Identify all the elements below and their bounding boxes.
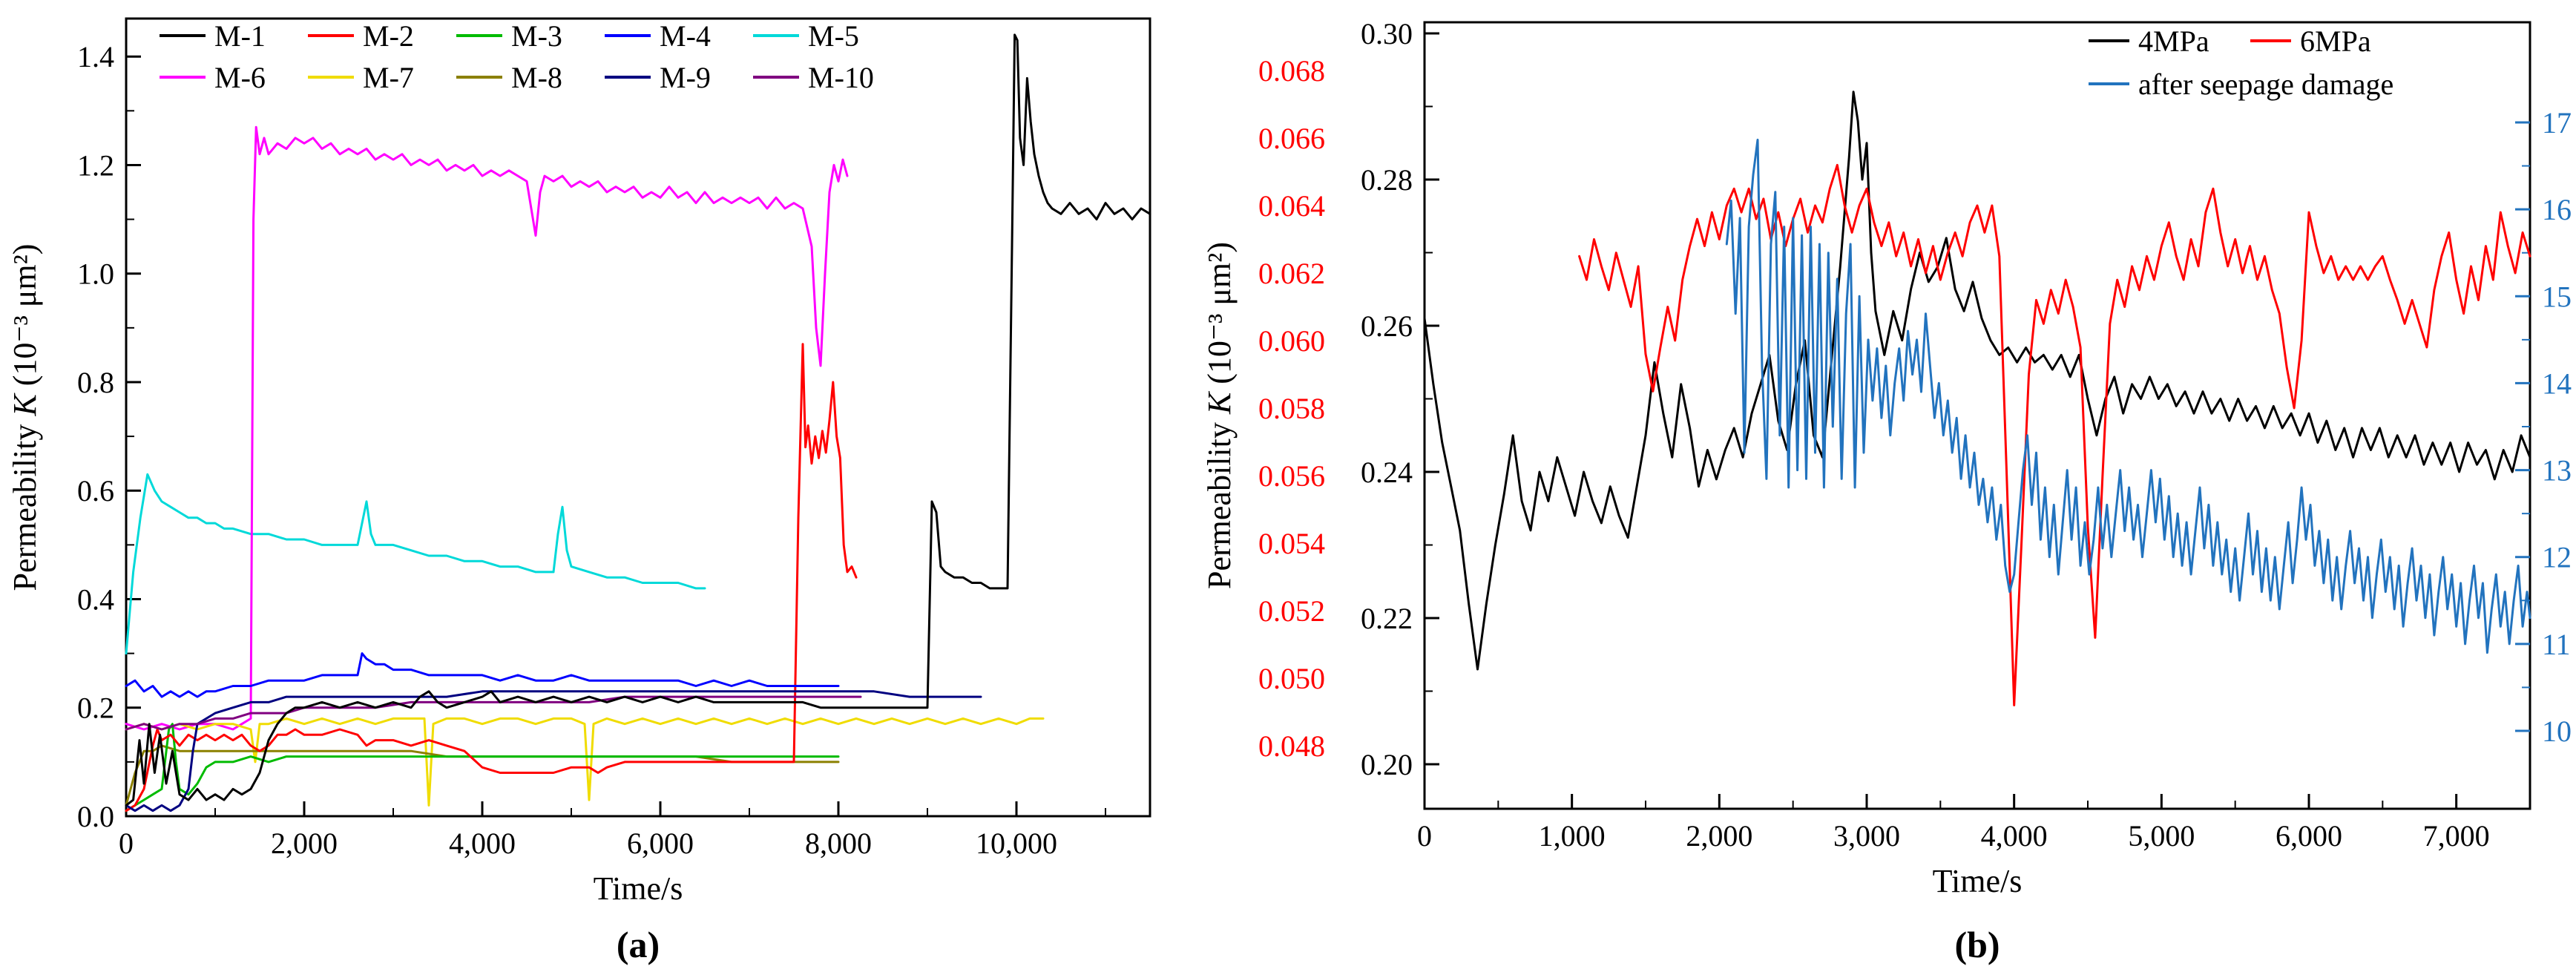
y-tick-label: 0.0 bbox=[77, 800, 114, 833]
panel-b-caption: (b) bbox=[1954, 924, 2000, 965]
y-tick-label: 0.066 bbox=[1258, 122, 1325, 155]
panel-a-caption: (a) bbox=[616, 924, 660, 965]
plot-box bbox=[125, 17, 1151, 818]
legend-label-M-1: M-1 bbox=[214, 19, 266, 53]
y-tick-label: 0.058 bbox=[1258, 392, 1325, 425]
y-tick-label: 0.050 bbox=[1258, 662, 1325, 695]
y-tick-label: 13 bbox=[2542, 454, 2572, 487]
x-tick-label: 6,000 bbox=[2276, 819, 2342, 853]
x-tick-label: 4,000 bbox=[449, 827, 516, 860]
y-tick-label: 0.22 bbox=[1361, 602, 1413, 635]
y-tick-label: 17 bbox=[2542, 106, 2572, 139]
legend-label-4MPa: 4MPa bbox=[2138, 24, 2209, 58]
y-tick-label: 15 bbox=[2542, 280, 2572, 313]
y-tick-label: 0.048 bbox=[1258, 729, 1325, 763]
legend-label-M-10: M-10 bbox=[808, 61, 874, 94]
legend-label-M-4: M-4 bbox=[660, 19, 711, 53]
y-tick-label: 16 bbox=[2542, 193, 2572, 226]
x-tick-label: 2,000 bbox=[271, 827, 338, 860]
panel-b-chart: 0 1,000 2,000 3,000 4,000 5,000 6,000 7,000 Time… bbox=[1202, 17, 2572, 899]
y-tick-label: 0.24 bbox=[1361, 456, 1413, 489]
legend-label-M-8: M-8 bbox=[511, 61, 562, 94]
series-line-M-2 bbox=[125, 343, 858, 812]
legend-label-M-7: M-7 bbox=[363, 61, 414, 94]
legend-label-after-seepage-damage: after seepage damage bbox=[2138, 68, 2393, 101]
y-tick-label: 12 bbox=[2542, 541, 2572, 574]
x-tick-label: 1,000 bbox=[1539, 819, 1606, 853]
x-tick-label: 3,000 bbox=[1833, 819, 1900, 853]
y-tick-label: 1.2 bbox=[77, 148, 114, 182]
x-axis-title: Time/s bbox=[1933, 863, 2023, 899]
y-tick-label: 0.060 bbox=[1258, 324, 1325, 358]
y-tick-label: 0.2 bbox=[77, 692, 114, 725]
x-tick-label: 7,000 bbox=[2423, 819, 2490, 853]
plot-box bbox=[1423, 21, 2531, 810]
series-line-M-5 bbox=[125, 473, 706, 655]
x-tick-label: 0 bbox=[119, 827, 134, 860]
x-tick-label: 6,000 bbox=[627, 827, 694, 860]
y-tick-label: 0.28 bbox=[1361, 163, 1413, 197]
series-line-M-8 bbox=[125, 744, 840, 807]
legend-label-6MPa: 6MPa bbox=[2300, 24, 2371, 58]
series-line-4MPa bbox=[1423, 91, 2531, 671]
series-line-M-1 bbox=[125, 33, 1151, 807]
series-line-M-10 bbox=[125, 695, 862, 731]
y-tick-label: 0.068 bbox=[1258, 54, 1325, 88]
y-tick-label: 0.30 bbox=[1361, 17, 1413, 50]
x-tick-label: 5,000 bbox=[2128, 819, 2195, 853]
y-tick-label: 10 bbox=[2542, 715, 2572, 748]
series-line-M-4 bbox=[125, 652, 840, 698]
legend-label-M-9: M-9 bbox=[660, 61, 711, 94]
legend-label-M-3: M-3 bbox=[511, 19, 562, 53]
y-axis-title: Permeability K (10⁻³ μm²) bbox=[1202, 242, 1238, 589]
y-tick-label: 0.20 bbox=[1361, 748, 1413, 781]
x-tick-label: 8,000 bbox=[805, 827, 872, 860]
y-tick-label: 0.052 bbox=[1258, 594, 1325, 628]
legend-label-M-5: M-5 bbox=[808, 19, 859, 53]
y-tick-label: 11 bbox=[2542, 628, 2571, 661]
legend-label-M-6: M-6 bbox=[214, 61, 266, 94]
panel-a-chart: 0 2,000 4,000 6,000 8,000 10,000 Time/s 0.0 0.2 0… bbox=[7, 17, 1151, 907]
y-tick-label: 0.26 bbox=[1361, 309, 1413, 343]
y-tick-label: 0.4 bbox=[77, 582, 114, 616]
y-axis-title: Permeability K (10⁻³ μm²) bbox=[7, 244, 43, 591]
x-tick-label: 0 bbox=[1417, 819, 1432, 853]
series-line-M-6 bbox=[125, 125, 849, 731]
y-tick-label: 0.054 bbox=[1258, 527, 1325, 560]
y-tick-label: 0.6 bbox=[77, 474, 114, 508]
x-axis-title: Time/s bbox=[594, 870, 683, 907]
x-tick-label: 4,000 bbox=[1981, 819, 2048, 853]
legend-label-M-2: M-2 bbox=[363, 19, 414, 53]
y-tick-label: 0.8 bbox=[77, 366, 114, 399]
y-tick-label: 14 bbox=[2542, 367, 2572, 400]
x-tick-label: 10,000 bbox=[976, 827, 1057, 860]
y-tick-label: 1.0 bbox=[77, 257, 114, 291]
y-tick-label: 0.062 bbox=[1258, 257, 1325, 290]
y-tick-label: 0.056 bbox=[1258, 459, 1325, 493]
x-tick-label: 2,000 bbox=[1686, 819, 1752, 853]
series-line-M-7 bbox=[125, 717, 1045, 807]
y-tick-label: 1.4 bbox=[77, 40, 114, 73]
series-line-after-seepage-damage bbox=[1725, 138, 2531, 654]
series-line-6MPa bbox=[1578, 163, 2531, 706]
series-line-M-9 bbox=[125, 690, 982, 812]
y-tick-label: 0.064 bbox=[1258, 189, 1325, 223]
